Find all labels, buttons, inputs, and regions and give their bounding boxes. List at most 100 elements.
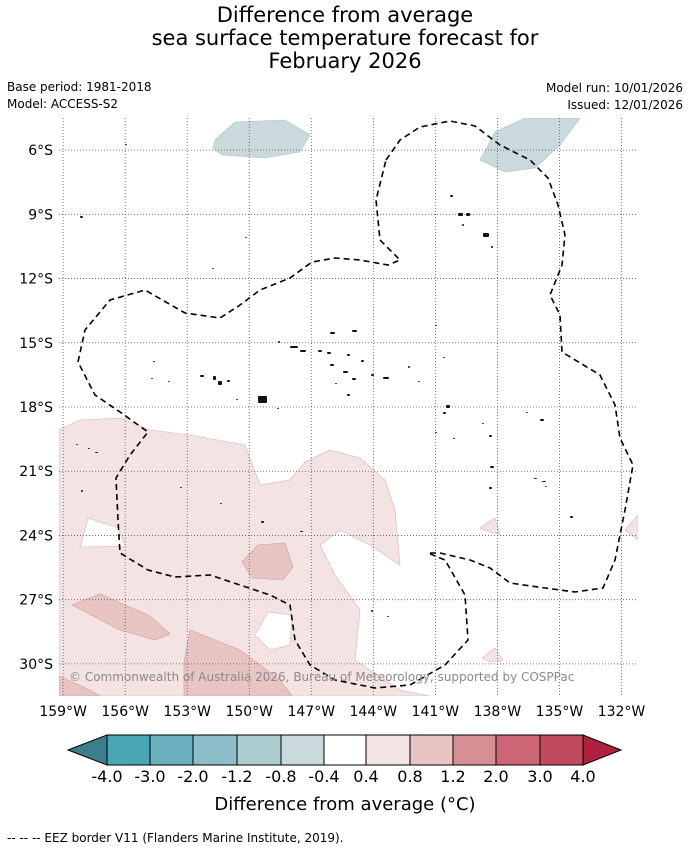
island-marker <box>542 481 546 482</box>
island-marker <box>540 419 544 421</box>
island-marker <box>327 352 331 354</box>
longitude-tick-label: 135°W <box>536 704 584 720</box>
latitude-labels: 6°S 9°S 12°S 15°S 18°S 21°S 24°S 27°S 30°S <box>19 143 53 673</box>
anomaly-fill-warm-medium <box>183 629 293 696</box>
island-marker <box>318 350 322 352</box>
island-marker <box>545 486 547 487</box>
anomaly-fill-warm-medium <box>71 593 171 641</box>
island-marker <box>482 423 484 424</box>
island-marker <box>489 487 492 489</box>
longitude-tick-label: 144°W <box>350 704 398 720</box>
island-marker <box>347 354 350 356</box>
colorbar-segment <box>452 734 497 766</box>
latitude-tick-label: 6°S <box>28 143 53 159</box>
island-marker <box>371 374 374 376</box>
island-markers <box>76 144 573 617</box>
island-marker <box>258 396 267 403</box>
copyright-text: © Commonwealth of Australia 2026, Bureau… <box>69 670 574 684</box>
island-marker <box>81 490 83 492</box>
colorbar-label: Difference from average (°C) <box>214 794 476 815</box>
longitude-tick-label: 138°W <box>474 704 522 720</box>
colorbar-tick-label: -1.2 <box>221 767 252 786</box>
colorbar-segment <box>495 734 541 766</box>
island-marker <box>277 408 279 409</box>
anomaly-fill-warm-light <box>624 514 638 541</box>
anomaly-fill-warm-medium <box>59 675 101 696</box>
latitude-tick-label: 9°S <box>28 207 53 223</box>
island-marker <box>458 213 463 216</box>
island-marker <box>245 237 247 238</box>
colorbar-segment <box>409 734 454 766</box>
island-marker <box>278 341 280 343</box>
gridlines <box>59 118 638 696</box>
latitude-tick-label: 12°S <box>19 272 53 288</box>
title-line-2: sea surface temperature forecast for <box>151 26 539 50</box>
island-marker <box>352 330 357 332</box>
island-marker <box>335 383 337 384</box>
latitude-tick-label: 21°S <box>19 464 53 480</box>
island-marker <box>200 375 204 377</box>
island-marker <box>343 371 348 373</box>
colorbar-segment <box>106 734 151 766</box>
colorbar-tick-label: -4.0 <box>91 767 122 786</box>
island-marker <box>491 246 493 248</box>
island-marker <box>76 444 78 445</box>
island-marker <box>490 466 494 468</box>
island-marker <box>151 378 153 379</box>
sst-anomaly-map: © Commonwealth of Australia 2026, Bureau… <box>19 118 646 786</box>
island-marker <box>125 144 127 145</box>
chart-title: Difference from average sea surface temp… <box>0 4 690 73</box>
latitude-tick-label: 18°S <box>19 400 53 416</box>
island-marker <box>435 325 437 326</box>
island-marker <box>383 377 389 379</box>
map-area: © Commonwealth of Australia 2026, Bureau… <box>59 118 638 696</box>
colorbar-segment <box>192 734 238 766</box>
island-marker <box>261 521 264 523</box>
model-run-label: Model run: 10/01/2026 <box>545 81 683 95</box>
island-marker <box>213 376 216 380</box>
colorbar-tick-label: -0.4 <box>308 767 339 786</box>
colorbar-segment <box>323 734 367 766</box>
anomaly-fill-warm-light <box>481 647 504 663</box>
island-marker <box>300 350 306 352</box>
longitude-tick-label: 132°W <box>598 704 646 720</box>
island-marker <box>371 610 373 612</box>
island-marker <box>570 516 573 518</box>
island-marker <box>466 213 470 216</box>
island-marker <box>218 381 222 385</box>
latitude-tick-label: 27°S <box>19 593 53 609</box>
island-marker <box>236 399 238 400</box>
colorbar-tick-label: -0.8 <box>265 767 296 786</box>
island-marker <box>489 435 492 437</box>
island-marker <box>168 381 170 382</box>
colorbar-extend-high <box>582 734 623 766</box>
island-marker <box>347 394 350 396</box>
island-marker <box>462 224 464 226</box>
longitude-tick-label: 147°W <box>287 704 335 720</box>
island-marker <box>80 216 83 218</box>
model-label: Model: ACCESS-S2 <box>7 97 119 111</box>
island-marker <box>483 233 489 237</box>
title-line-3: February 2026 <box>268 49 422 73</box>
anomaly-hole <box>254 611 293 651</box>
island-marker <box>453 438 455 439</box>
island-marker <box>387 616 389 617</box>
issued-label: Issued: 12/01/2026 <box>567 98 683 112</box>
anomaly-fill-cool <box>212 119 311 159</box>
island-marker <box>446 405 450 408</box>
colorbar-segment <box>280 734 325 766</box>
island-marker <box>88 448 90 449</box>
title-line-1: Difference from average <box>216 3 474 27</box>
island-marker <box>212 268 214 269</box>
longitude-tick-label: 141°W <box>412 704 460 720</box>
island-marker <box>227 380 230 382</box>
latitude-tick-label: 30°S <box>19 657 53 673</box>
colorbar-tick-label: 2.0 <box>483 767 508 786</box>
colorbar-segment <box>539 734 584 766</box>
colorbar: -4.0 -3.0 -2.0 -1.2 -0.8 -0.4 0.4 0.8 1.2 2.0 3.0 4… <box>66 734 623 786</box>
island-marker <box>330 332 335 334</box>
island-marker <box>450 195 453 197</box>
longitude-tick-label: 150°W <box>225 704 273 720</box>
longitude-tick-label: 156°W <box>101 704 149 720</box>
island-marker <box>220 503 222 504</box>
